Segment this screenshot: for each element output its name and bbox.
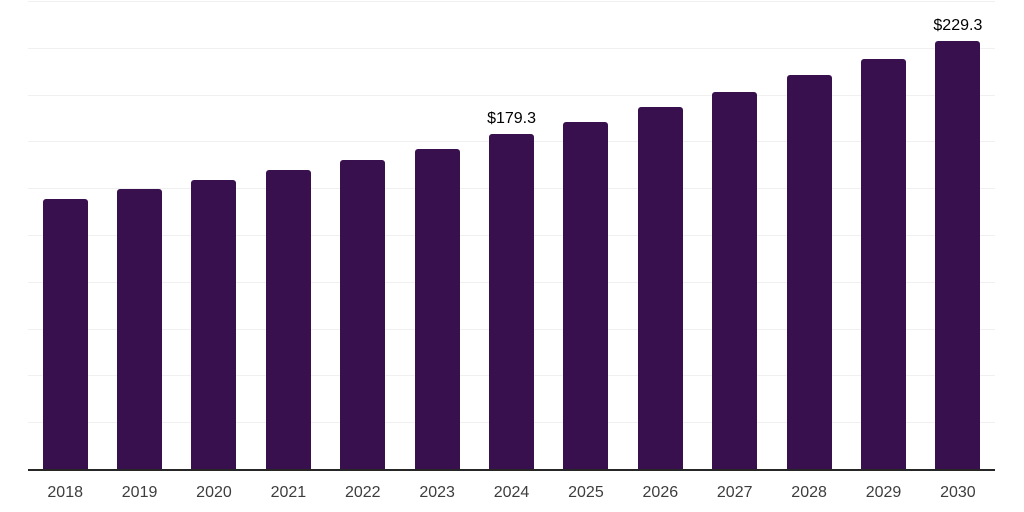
bar-slot-2022 xyxy=(326,2,400,470)
x-axis-tick-labels: 2018 2019 2020 2021 2022 2023 2024 2025 2026 2027… xyxy=(28,482,995,504)
bar-2026 xyxy=(637,107,683,470)
bar-2028 xyxy=(786,75,832,470)
bar-2018 xyxy=(42,198,88,470)
x-tick-label-2021: 2021 xyxy=(270,484,307,501)
x-tick-label-2019: 2019 xyxy=(121,484,158,501)
bar-2023 xyxy=(414,148,460,470)
x-tick-label-2020: 2020 xyxy=(196,484,232,501)
bar-slot-2028 xyxy=(772,2,846,470)
bar-slot-2021 xyxy=(251,2,325,470)
bar-slot-2020 xyxy=(177,2,251,470)
x-tick-label-2026: 2026 xyxy=(642,484,679,501)
bar-slot-2027 xyxy=(698,2,772,470)
plot-area: $179.3 $229.3 xyxy=(28,1,995,470)
bar-value-label-2024: $179.3 xyxy=(487,110,536,128)
bar-slot-2025 xyxy=(549,2,623,470)
x-tick-label-2023: 2023 xyxy=(419,484,455,501)
x-tick-label-2025: 2025 xyxy=(568,484,604,501)
bar-slot-2019 xyxy=(102,2,176,470)
bar-2021 xyxy=(265,170,311,470)
x-axis-line xyxy=(28,469,995,471)
x-tick-label-2024: 2024 xyxy=(493,484,530,501)
bar-slot-2024: $179.3 xyxy=(474,2,548,470)
bar-2019 xyxy=(117,189,163,470)
x-tick-label-2027: 2027 xyxy=(716,484,753,501)
bar-2027 xyxy=(712,92,758,470)
x-tick-label-2030: 2030 xyxy=(940,484,976,501)
bar-2029 xyxy=(860,59,906,470)
bar-slot-2018 xyxy=(28,2,102,470)
bar-slot-2023 xyxy=(400,2,474,470)
bar-2022 xyxy=(340,159,386,470)
bar-slot-2030: $229.3 xyxy=(921,2,995,470)
bar-columns: $179.3 $229.3 xyxy=(28,2,995,470)
gridline xyxy=(28,47,995,49)
bar-2025 xyxy=(563,121,609,470)
x-tick-label-2018: 2018 xyxy=(47,484,83,501)
bar-2020 xyxy=(191,180,237,470)
bar-slot-2026 xyxy=(623,2,697,470)
gridline xyxy=(28,94,995,96)
x-tick-label-2029: 2029 xyxy=(865,484,902,501)
bar-slot-2029 xyxy=(846,2,920,470)
bar-value-label-2030: $229.3 xyxy=(933,16,983,34)
bar-2024 xyxy=(489,134,535,470)
x-tick-label-2028: 2028 xyxy=(791,484,827,501)
gridline xyxy=(28,1,995,2)
bar-2030 xyxy=(935,40,981,470)
x-tick-label-2022: 2022 xyxy=(344,484,381,501)
